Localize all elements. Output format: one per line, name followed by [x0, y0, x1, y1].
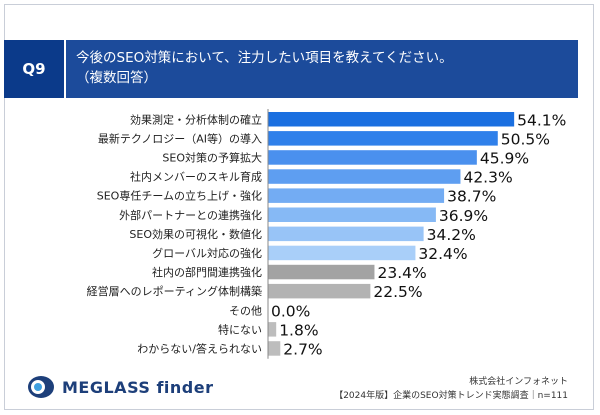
value-label: 0.0%: [271, 302, 310, 320]
value-label: 1.8%: [279, 321, 318, 339]
value-label: 36.9%: [439, 207, 488, 225]
bar: [268, 226, 424, 242]
category-label: わからない/答えられない: [137, 341, 262, 355]
brand-logo: MEGLASS finder: [26, 372, 214, 402]
bar: [268, 112, 515, 127]
category-label: その他: [229, 304, 262, 317]
category-label: 社内の部門間連携強化: [152, 265, 262, 279]
value-label: 23.4%: [377, 264, 426, 282]
company-name: 株式会社インフォネット: [469, 377, 568, 387]
bar: [268, 322, 277, 337]
question-number: Q9: [4, 40, 64, 98]
value-label: 22.5%: [373, 283, 422, 301]
value-label: 45.9%: [480, 149, 529, 167]
bar: [268, 169, 461, 184]
source-note: 株式会社インフォネット 【2024年版】企業のSEO対策トレンド実態調査｜n=1…: [334, 375, 568, 403]
category-label: 特にない: [218, 322, 262, 336]
category-label: 最新テクノロジー（AI等）の導入: [98, 131, 262, 145]
bar: [268, 245, 416, 261]
value-label: 2.7%: [283, 340, 322, 358]
bar: [268, 131, 498, 146]
question-line-2: （複数回答）: [76, 70, 157, 86]
category-label: 外部パートナーとの連携強化: [119, 208, 262, 222]
meglass-logo-icon: [28, 376, 54, 398]
category-label: SEO効果の可視化・数値化: [129, 227, 262, 241]
question-line-1: 今後のSEO対策において、注力したい項目を教えてください。: [76, 50, 453, 66]
bar: [268, 341, 281, 356]
bar: [268, 188, 445, 203]
bar: [268, 150, 477, 165]
value-label: 32.4%: [418, 245, 467, 263]
survey-info: 【2024年版】企業のSEO対策トレンド実態調査｜n=111: [334, 391, 568, 401]
category-label: 経営層へのレポーティング体制構築: [87, 284, 262, 298]
bar: [268, 207, 436, 222]
bar: [268, 283, 371, 299]
value-label: 38.7%: [447, 188, 496, 206]
category-label: 効果測定・分析体制の確立: [130, 112, 262, 126]
bar: [268, 264, 375, 280]
category-label: SEO対策の予算拡大: [162, 150, 262, 164]
value-label: 54.1%: [517, 111, 566, 129]
category-label: 社内メンバーのスキル育成: [130, 170, 262, 184]
category-label: グローバル対応の強化: [152, 246, 262, 260]
question-header: Q9 今後のSEO対策において、注力したい項目を教えてください。 （複数回答）: [4, 40, 578, 98]
value-label: 34.2%: [427, 226, 476, 244]
category-label: SEO専任チームの立ち上げ・強化: [97, 189, 262, 203]
question-text: 今後のSEO対策において、注力したい項目を教えてください。 （複数回答）: [66, 40, 578, 98]
value-label: 42.3%: [463, 169, 512, 187]
value-label: 50.5%: [501, 130, 550, 148]
brand-name: MEGLASS finder: [62, 377, 214, 397]
